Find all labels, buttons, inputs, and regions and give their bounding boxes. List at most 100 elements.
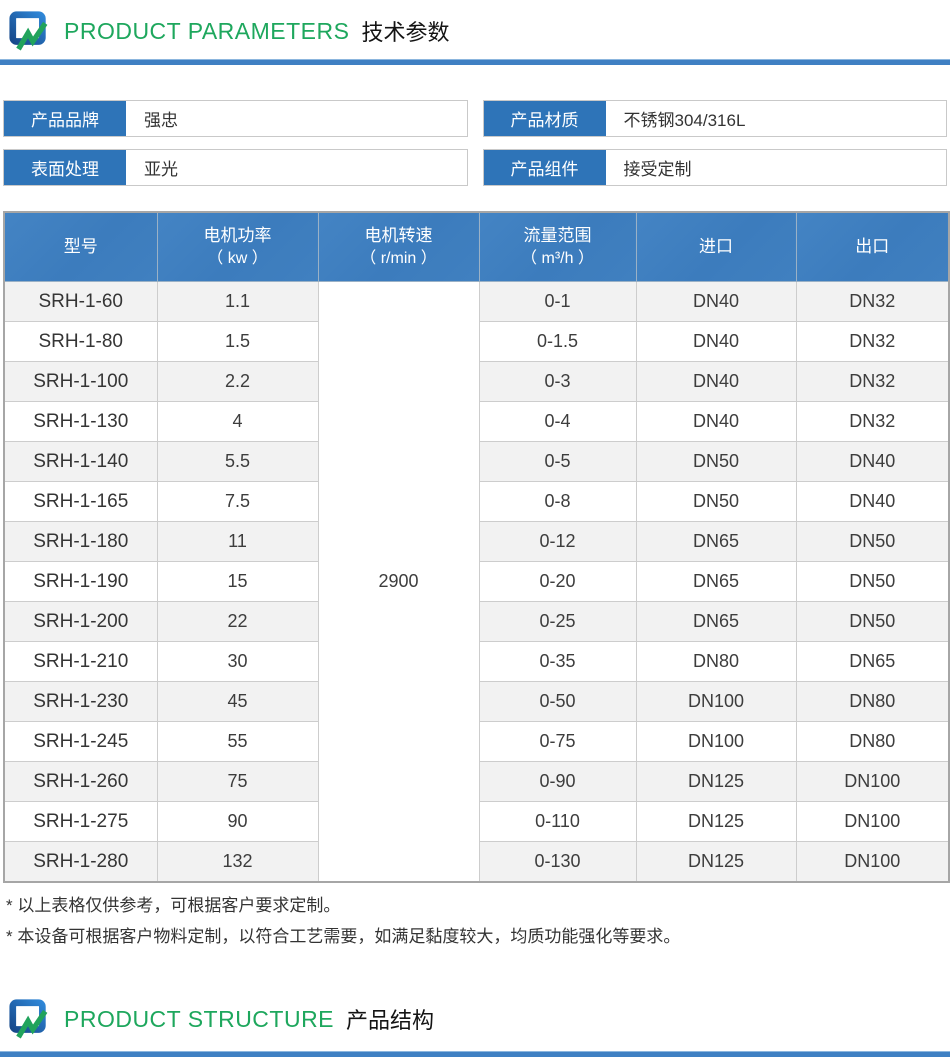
- model-cell: SRH-1-210: [3, 641, 158, 682]
- section-divider-line: [0, 1051, 950, 1057]
- model-cell: SRH-1-245: [3, 721, 158, 762]
- flow-cell: 0-90: [478, 761, 637, 802]
- model-cell: SRH-1-140: [3, 441, 158, 482]
- section-title-zh: 产品结构: [346, 1008, 435, 1033]
- model-cell: SRH-1-130: [3, 401, 158, 442]
- flow-cell: 0-130: [478, 841, 637, 883]
- flow-cell: 0-1: [478, 281, 637, 322]
- outlet-cell: DN50: [795, 521, 950, 562]
- flow-cell: 0-50: [478, 681, 637, 722]
- model-cell: SRH-1-260: [3, 761, 158, 802]
- outlet-cell: DN100: [795, 801, 950, 842]
- model-cell: SRH-1-165: [3, 481, 158, 522]
- power-cell: 22: [156, 601, 319, 642]
- inlet-cell: DN40: [635, 401, 797, 442]
- speed-merged-cell: 2900: [317, 281, 480, 883]
- power-cell: 7.5: [156, 481, 319, 522]
- inlet-cell: DN100: [635, 681, 797, 722]
- info-label: 产品品牌: [4, 101, 126, 136]
- brand-logo-icon: [9, 11, 48, 51]
- col-header-model: 型号: [3, 211, 158, 282]
- model-cell: SRH-1-275: [3, 801, 158, 842]
- inlet-cell: DN50: [635, 481, 797, 522]
- power-cell: 11: [156, 521, 319, 562]
- info-value: 不锈钢304/316L: [623, 111, 746, 130]
- section-divider-line: [0, 59, 950, 65]
- model-cell: SRH-1-190: [3, 561, 158, 602]
- table-row: SRH-1-260 75 0-90 DN125 DN100: [3, 761, 950, 802]
- flow-cell: 0-5: [478, 441, 637, 482]
- spec-table-body: SRH-1-60 1.1 2900 0-1 DN40 DN32 SRH-1-80 1.5 0-1…: [3, 281, 950, 883]
- col-header-power: 电机功率（ kw ）: [156, 211, 319, 282]
- table-row: SRH-1-275 90 0-110 DN125 DN100: [3, 801, 950, 842]
- power-cell: 90: [156, 801, 319, 842]
- info-label: 表面处理: [4, 150, 126, 185]
- table-row: SRH-1-200 22 0-25 DN65 DN50: [3, 601, 950, 642]
- inlet-cell: DN125: [635, 761, 797, 802]
- power-cell: 2.2: [156, 361, 319, 402]
- footnote: * 本设备可根据客户物料定制，以符合工艺需要，如满足黏度较大，均质功能强化等要求…: [6, 927, 681, 946]
- outlet-cell: DN32: [795, 281, 950, 322]
- inlet-cell: DN50: [635, 441, 797, 482]
- col-header-speed: 电机转速（ r/min ）: [317, 211, 480, 282]
- inlet-cell: DN100: [635, 721, 797, 762]
- model-cell: SRH-1-100: [3, 361, 158, 402]
- flow-cell: 0-8: [478, 481, 637, 522]
- table-row: SRH-1-230 45 0-50 DN100 DN80: [3, 681, 950, 722]
- power-cell: 30: [156, 641, 319, 682]
- inlet-cell: DN40: [635, 361, 797, 402]
- footnote: * 以上表格仅供参考，可根据客户要求定制。: [6, 896, 341, 915]
- table-row: SRH-1-60 1.1 2900 0-1 DN40 DN32: [3, 281, 950, 883]
- power-cell: 15: [156, 561, 319, 602]
- table-row: SRH-1-130 4 0-4 DN40 DN32: [3, 401, 950, 442]
- spacer: [0, 956, 950, 988]
- info-box-material: 产品材质 不锈钢304/316L: [482, 100, 947, 137]
- table-row: SRH-1-245 55 0-75 DN100 DN80: [3, 721, 950, 762]
- power-cell: 5.5: [156, 441, 319, 482]
- section-header-structure: PRODUCT STRUCTURE 产品结构: [0, 988, 950, 1047]
- info-value: 亚光: [144, 160, 178, 179]
- outlet-cell: DN65: [795, 641, 950, 682]
- table-row: SRH-1-140 5.5 0-5 DN50 DN40: [3, 441, 950, 482]
- inlet-cell: DN65: [635, 601, 797, 642]
- outlet-cell: DN32: [795, 401, 950, 442]
- model-cell: SRH-1-230: [3, 681, 158, 722]
- flow-cell: 0-110: [478, 801, 637, 842]
- section-title-zh: 技术参数: [361, 20, 450, 45]
- outlet-cell: DN32: [795, 361, 950, 402]
- product-info-grid: 产品品牌 强忠 产品材质 不锈钢304/316L 表面处理 亚光 产品组件 接受…: [3, 100, 947, 186]
- power-cell: 4: [156, 401, 319, 442]
- power-cell: 75: [156, 761, 319, 802]
- info-value: 接受定制: [623, 160, 692, 179]
- footnotes: * 以上表格仅供参考，可根据客户要求定制。 * 本设备可根据客户物料定制，以符合工…: [6, 894, 950, 949]
- flow-cell: 0-35: [478, 641, 637, 682]
- col-header-flow: 流量范围（ m³/h ）: [478, 211, 637, 282]
- inlet-cell: DN40: [635, 281, 797, 322]
- outlet-cell: DN100: [795, 841, 950, 883]
- flow-cell: 0-75: [478, 721, 637, 762]
- outlet-cell: DN40: [795, 441, 950, 482]
- col-header-outlet: 出口: [795, 211, 950, 282]
- flow-cell: 0-25: [478, 601, 637, 642]
- inlet-cell: DN40: [635, 321, 797, 362]
- inlet-cell: DN80: [635, 641, 797, 682]
- info-label: 产品组件: [483, 150, 606, 185]
- power-cell: 55: [156, 721, 319, 762]
- spec-table: 型号 电机功率（ kw ） 电机转速（ r/min ） 流量范围（ m³/h ）…: [3, 211, 950, 883]
- inlet-cell: DN65: [635, 561, 797, 602]
- table-row: SRH-1-165 7.5 0-8 DN50 DN40: [3, 481, 950, 522]
- brand-logo-icon: [9, 999, 48, 1039]
- power-cell: 132: [156, 841, 319, 883]
- spec-table-header: 型号 电机功率（ kw ） 电机转速（ r/min ） 流量范围（ m³/h ）…: [3, 211, 950, 282]
- flow-cell: 0-20: [478, 561, 637, 602]
- outlet-cell: DN50: [795, 561, 950, 602]
- info-value: 强忠: [144, 111, 178, 130]
- table-row: SRH-1-180 11 0-12 DN65 DN50: [3, 521, 950, 562]
- model-cell: SRH-1-60: [3, 281, 158, 322]
- table-row: SRH-1-280 132 0-130 DN125 DN100: [3, 841, 950, 883]
- info-box-components: 产品组件 接受定制: [482, 149, 947, 186]
- info-box-surface: 表面处理 亚光: [3, 149, 468, 186]
- model-cell: SRH-1-280: [3, 841, 158, 883]
- outlet-cell: DN100: [795, 761, 950, 802]
- model-cell: SRH-1-80: [3, 321, 158, 362]
